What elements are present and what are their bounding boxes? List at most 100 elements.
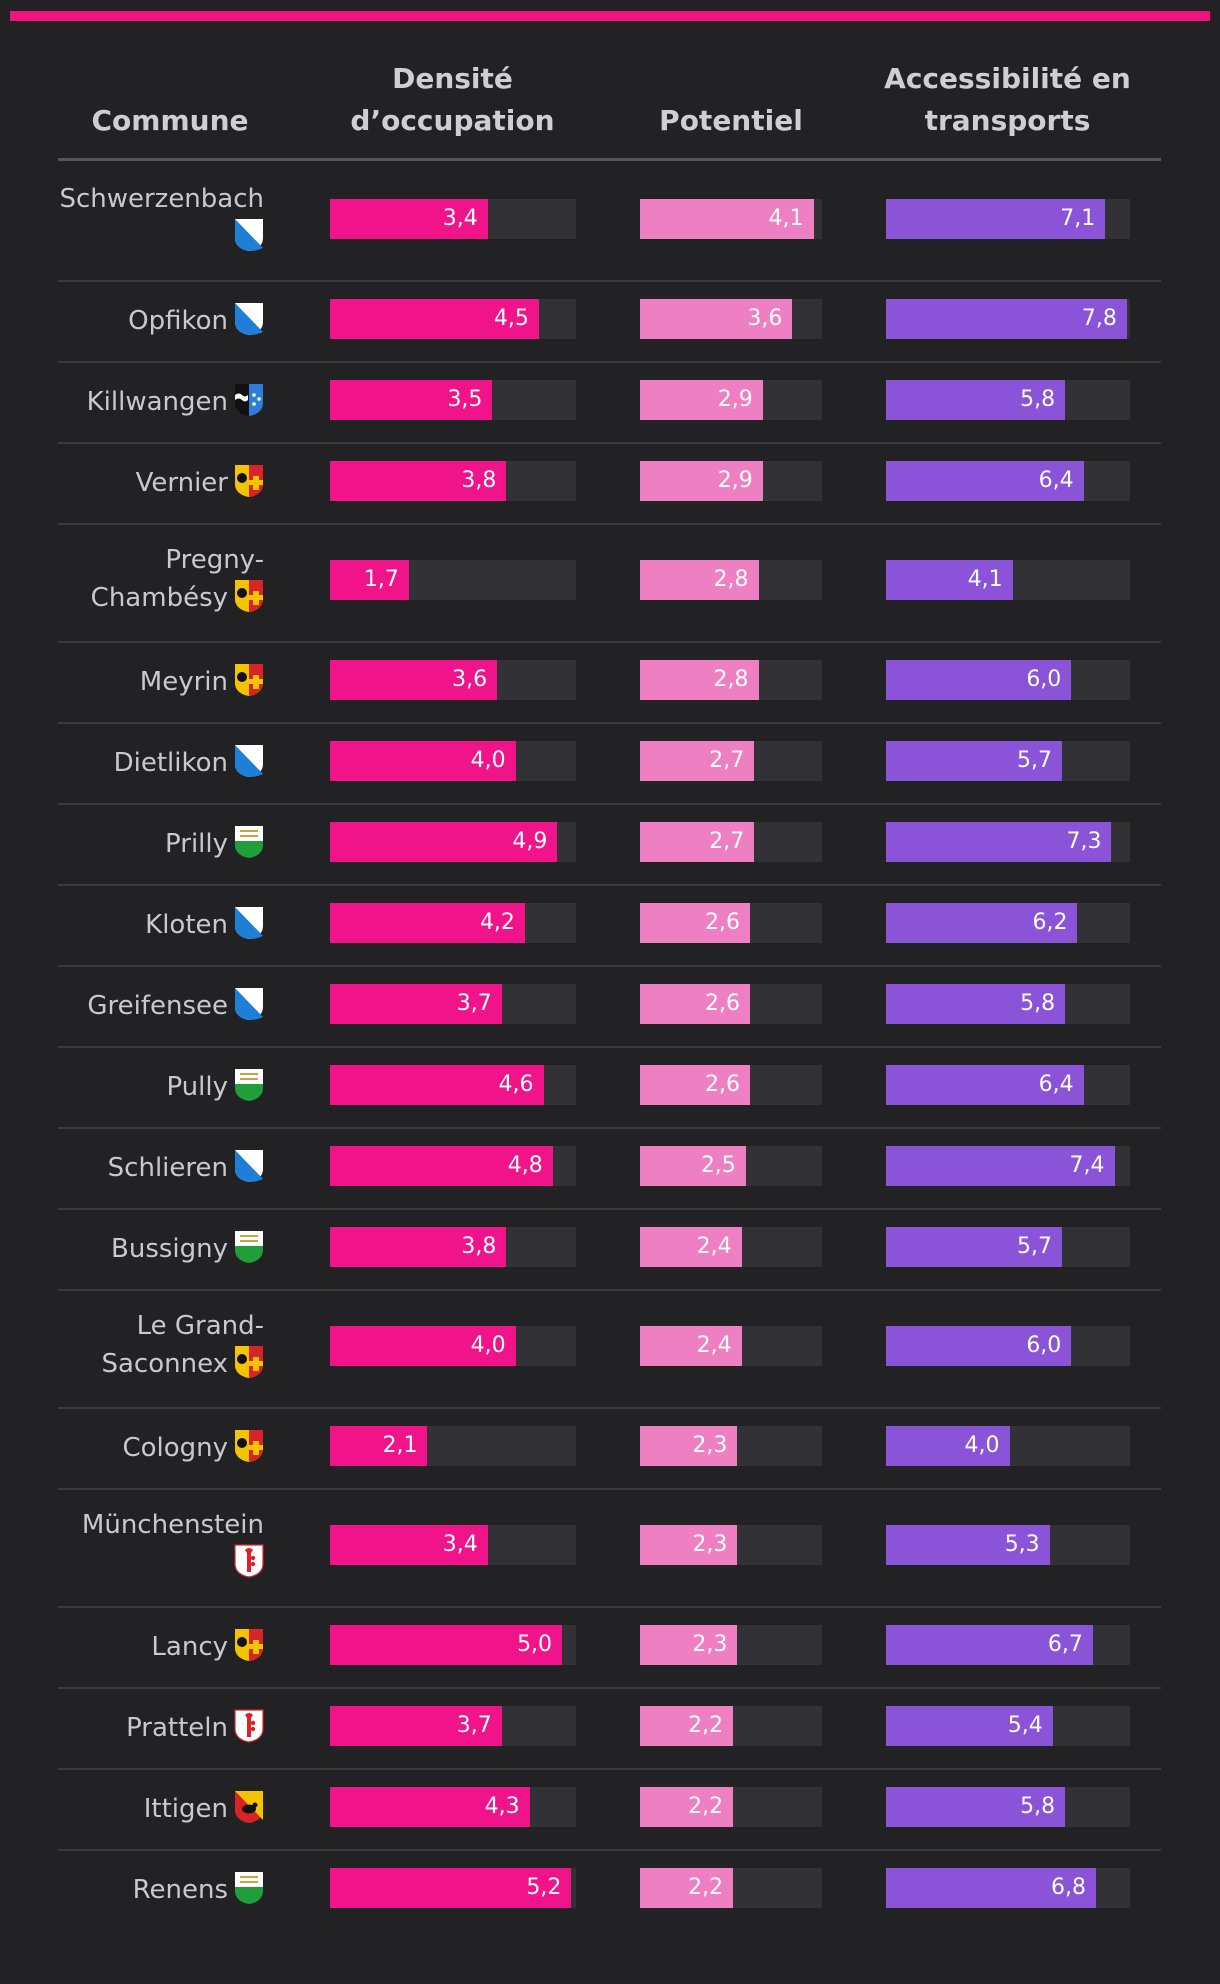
potentiel-bar: 2,8 [640, 560, 759, 600]
commune-name: Meyrin [40, 663, 264, 701]
commune-name: Bussigny [40, 1230, 264, 1268]
accessibilite-bar: 7,3 [886, 822, 1112, 862]
densite-value-label: 4,0 [470, 1333, 506, 1358]
potentiel-value-label: 2,3 [692, 1433, 728, 1458]
accessibilite-bar: 6,4 [886, 461, 1084, 501]
potentiel-value-label: 2,3 [692, 1532, 728, 1557]
potentiel-bar-track: 2,9 [640, 380, 822, 420]
commune-name-line: Prilly [40, 825, 264, 863]
top-accent-bar [10, 11, 1210, 21]
potentiel-bar-track: 2,6 [640, 903, 822, 943]
accessibilite-bar-track: 5,3 [886, 1525, 1130, 1565]
commune-name-line: Pully [40, 1068, 264, 1106]
geneva-flag-icon [235, 1346, 263, 1378]
potentiel-value-label: 2,8 [713, 567, 749, 592]
densite-bar: 5,2 [330, 1868, 572, 1908]
densite-bar: 3,8 [330, 461, 507, 501]
commune-label: Renens [132, 1875, 228, 1905]
densite-bar: 5,0 [330, 1625, 563, 1665]
accessibilite-bar: 5,4 [886, 1706, 1053, 1746]
accessibilite-value-label: 4,0 [964, 1433, 1000, 1458]
row-divider [58, 1289, 1161, 1291]
densite-value-label: 3,7 [456, 991, 492, 1016]
accessibilite-bar-track: 5,7 [886, 741, 1130, 781]
commune-label: Saconnex [101, 1349, 228, 1379]
header-potentiel: Potentiel [659, 104, 803, 137]
potentiel-bar: 2,9 [640, 380, 763, 420]
commune-name-line: Bussigny [40, 1230, 264, 1268]
row-divider [58, 523, 1161, 525]
accessibilite-bar: 5,3 [886, 1525, 1050, 1565]
densite-bar-track: 1,7 [330, 560, 576, 600]
potentiel-bar: 2,4 [640, 1326, 742, 1366]
potentiel-value-label: 2,7 [709, 748, 745, 773]
accessibilite-bar-track: 6,0 [886, 1326, 1130, 1366]
potentiel-bar-track: 2,2 [640, 1787, 822, 1827]
densite-value-label: 4,5 [493, 306, 529, 331]
commune-name-line [40, 1544, 264, 1582]
commune-name-line: Lancy [40, 1628, 264, 1666]
densite-value-label: 4,0 [470, 748, 506, 773]
densite-value-label: 4,8 [507, 1153, 543, 1178]
commune-name-line: Dietlikon [40, 744, 264, 782]
commune-name-line: Greifensee [40, 987, 264, 1025]
basel-landschaft-flag-icon [234, 1709, 264, 1743]
potentiel-bar: 2,2 [640, 1787, 734, 1827]
densite-bar: 3,4 [330, 1525, 488, 1565]
densite-bar: 1,7 [330, 560, 409, 600]
commune-label: Le Grand- [136, 1311, 264, 1341]
table-row: Lancy 5,0 2,3 6,7 [0, 1608, 1220, 1687]
geneva-flag-icon [235, 465, 263, 497]
densite-bar: 4,0 [330, 741, 516, 781]
densite-bar: 3,5 [330, 380, 493, 420]
row-divider [58, 1687, 1161, 1689]
potentiel-value-label: 2,9 [717, 387, 753, 412]
accessibilite-bar-track: 6,4 [886, 1065, 1130, 1105]
row-divider [58, 1208, 1161, 1210]
accessibilite-bar: 6,0 [886, 660, 1072, 700]
table-row: Pully 4,6 2,6 6,4 [0, 1048, 1220, 1127]
commune-label: Meyrin [139, 667, 228, 697]
densite-bar-track: 4,5 [330, 299, 576, 339]
potentiel-bar: 2,2 [640, 1706, 734, 1746]
table-row: Schlieren 4,8 2,5 7,4 [0, 1129, 1220, 1208]
accessibilite-bar-track: 5,7 [886, 1227, 1130, 1267]
densite-value-label: 4,9 [512, 829, 548, 854]
densite-bar-track: 4,3 [330, 1787, 576, 1827]
potentiel-bar-track: 2,4 [640, 1326, 822, 1366]
commune-name: Le Grand- Saconnex [40, 1307, 264, 1383]
potentiel-bar-track: 2,3 [640, 1426, 822, 1466]
potentiel-bar-track: 2,6 [640, 984, 822, 1024]
potentiel-value-label: 2,6 [705, 991, 741, 1016]
potentiel-value-label: 2,4 [696, 1333, 732, 1358]
bern-flag-icon [235, 1791, 263, 1823]
densite-bar-track: 4,2 [330, 903, 576, 943]
geneva-flag-icon [235, 1629, 263, 1661]
table-row: Meyrin 3,6 2,8 6,0 [0, 643, 1220, 722]
commune-label: Ittigen [143, 1794, 228, 1824]
accessibilite-bar: 5,7 [886, 741, 1063, 781]
commune-name-line: Le Grand- [40, 1307, 264, 1345]
densite-value-label: 1,7 [363, 567, 399, 592]
row-divider [58, 641, 1161, 643]
potentiel-value-label: 3,6 [747, 306, 783, 331]
densite-bar: 4,6 [330, 1065, 544, 1105]
accessibilite-bar: 5,8 [886, 1787, 1066, 1827]
commune-label: Opfikon [128, 306, 228, 336]
commune-name: Ittigen [40, 1790, 264, 1828]
commune-name: Pregny- Chambésy [40, 541, 264, 617]
densite-bar: 4,5 [330, 299, 539, 339]
potentiel-bar: 2,9 [640, 461, 763, 501]
potentiel-bar-track: 3,6 [640, 299, 822, 339]
accessibilite-value-label: 5,7 [1017, 1234, 1053, 1259]
potentiel-bar: 2,6 [640, 984, 751, 1024]
potentiel-bar: 2,6 [640, 1065, 751, 1105]
row-divider [58, 1046, 1161, 1048]
table-row: Münchenstein 3,4 2,3 5,3 [0, 1490, 1220, 1606]
potentiel-bar-track: 2,4 [640, 1227, 822, 1267]
accessibilite-bar-track: 4,0 [886, 1426, 1130, 1466]
densite-bar: 4,9 [330, 822, 558, 862]
aargau-flag-icon [235, 384, 263, 416]
row-divider [58, 722, 1161, 724]
zurich-flag-icon [235, 1150, 263, 1182]
